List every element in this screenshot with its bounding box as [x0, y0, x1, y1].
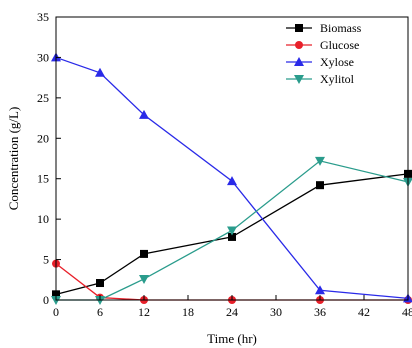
x-tick-label: 42: [358, 305, 370, 319]
x-tick-label: 0: [53, 305, 59, 319]
x-tick-label: 18: [182, 305, 194, 319]
y-tick-label: 35: [37, 10, 49, 24]
x-tick-label: 30: [270, 305, 282, 319]
y-tick-label: 20: [37, 131, 49, 145]
data-point-xylitol: [139, 274, 149, 284]
data-point-biomass: [228, 232, 236, 241]
y-tick-label: 0: [43, 293, 49, 307]
y-tick-label: 10: [37, 212, 49, 226]
legend-label-xylose: Xylose: [320, 55, 354, 69]
legend-label-xylitol: Xylitol: [320, 72, 355, 86]
data-point-biomass: [316, 181, 324, 190]
x-tick-label: 36: [314, 305, 326, 319]
data-point-xylitol: [315, 156, 325, 166]
series-line-biomass: [55, 173, 409, 295]
x-tick-label: 24: [226, 305, 238, 319]
legend-label-glucose: Glucose: [320, 38, 359, 52]
y-tick-label: 25: [37, 91, 49, 105]
series-line-glucose: [55, 263, 408, 301]
y-axis-title: Concentration (g/L): [6, 107, 21, 211]
data-point-biomass: [96, 279, 104, 288]
data-point-xylose: [227, 176, 237, 186]
y-tick-label: 15: [37, 172, 49, 186]
legend-marker-glucose: [295, 41, 303, 49]
plot-frame: [55, 16, 409, 301]
x-tick-label: 48: [402, 305, 412, 319]
x-tick-label: 6: [97, 305, 103, 319]
y-tick-label: 5: [43, 253, 49, 267]
legend: Biomass Glucose Xylose Xylitol: [286, 21, 362, 86]
x-tick-label: 12: [138, 305, 150, 319]
axes: 0 6 12 18 24 30 36 42 48 0 5 10 15 20 25 30 35: [37, 10, 412, 319]
legend-marker-xylitol: [294, 75, 304, 84]
series-line-xylose: [55, 56, 409, 300]
legend-marker-xylose: [294, 57, 304, 66]
legend-label-biomass: Biomass: [320, 21, 362, 35]
x-axis-title: Time (hr): [207, 331, 257, 346]
data-point-xylitol: [227, 226, 237, 236]
legend-marker-biomass: [295, 24, 303, 32]
plot-area: [51, 52, 412, 305]
data-point-xylose: [315, 285, 325, 295]
y-tick-label: 30: [37, 50, 49, 64]
data-point-xylose: [95, 67, 105, 77]
data-point-biomass: [140, 249, 148, 258]
data-point-xylose: [139, 109, 149, 119]
